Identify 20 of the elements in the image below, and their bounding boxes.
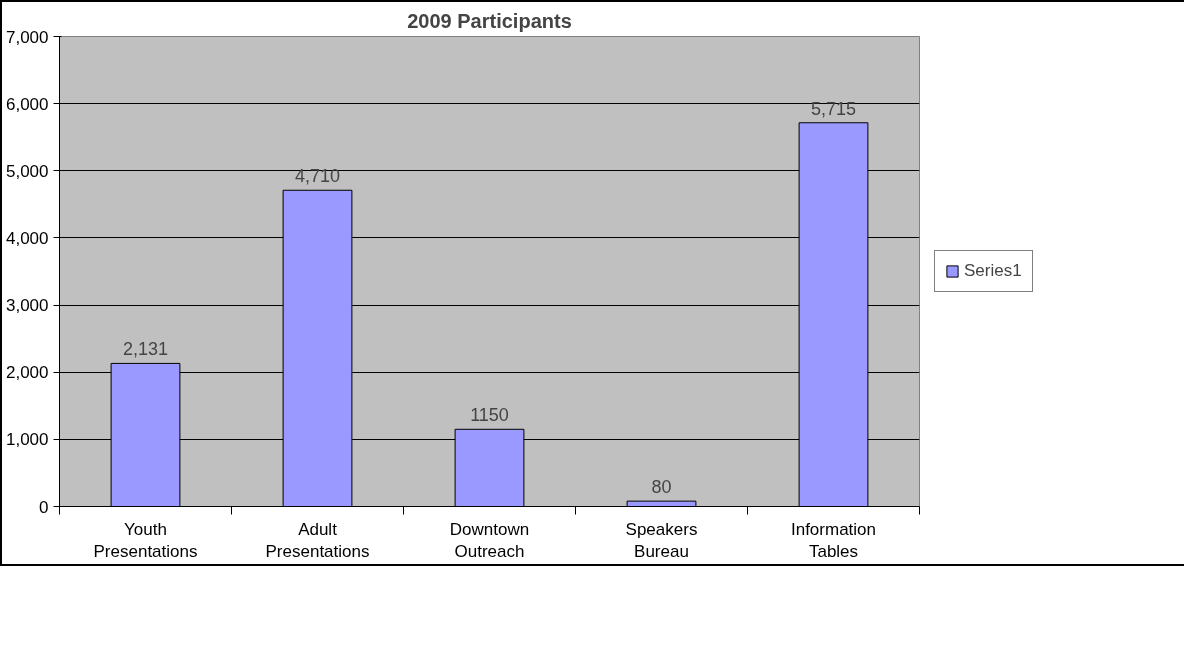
x-tick-label: Youth Presentations bbox=[93, 519, 198, 562]
data-label: 2,131 bbox=[122, 339, 169, 360]
y-tick-label: 3,000 bbox=[5, 296, 49, 316]
y-tick-label: 7,000 bbox=[5, 27, 49, 47]
x-tick-label: Information Tables bbox=[790, 519, 877, 562]
x-tick-label: Speakers Bureau bbox=[625, 519, 698, 562]
data-label: 80 bbox=[651, 477, 672, 498]
y-tick-label: 4,000 bbox=[5, 228, 49, 248]
y-tick-label: 6,000 bbox=[5, 94, 49, 114]
y-tick-label: 0 bbox=[39, 497, 49, 517]
x-tick-label: Adult Presentations bbox=[265, 519, 370, 562]
legend-label: Series1 bbox=[964, 261, 1022, 281]
data-label: 5,715 bbox=[810, 98, 857, 119]
data-label: 1150 bbox=[470, 405, 509, 426]
y-tick-label: 2,000 bbox=[5, 363, 49, 383]
x-tick-label: Downtown Outreach bbox=[449, 519, 530, 562]
y-tick-label: 5,000 bbox=[5, 161, 49, 181]
data-label: 4,710 bbox=[294, 166, 341, 187]
y-tick-label: 1,000 bbox=[5, 430, 49, 450]
chart-title: 2009 Participants bbox=[407, 9, 572, 32]
